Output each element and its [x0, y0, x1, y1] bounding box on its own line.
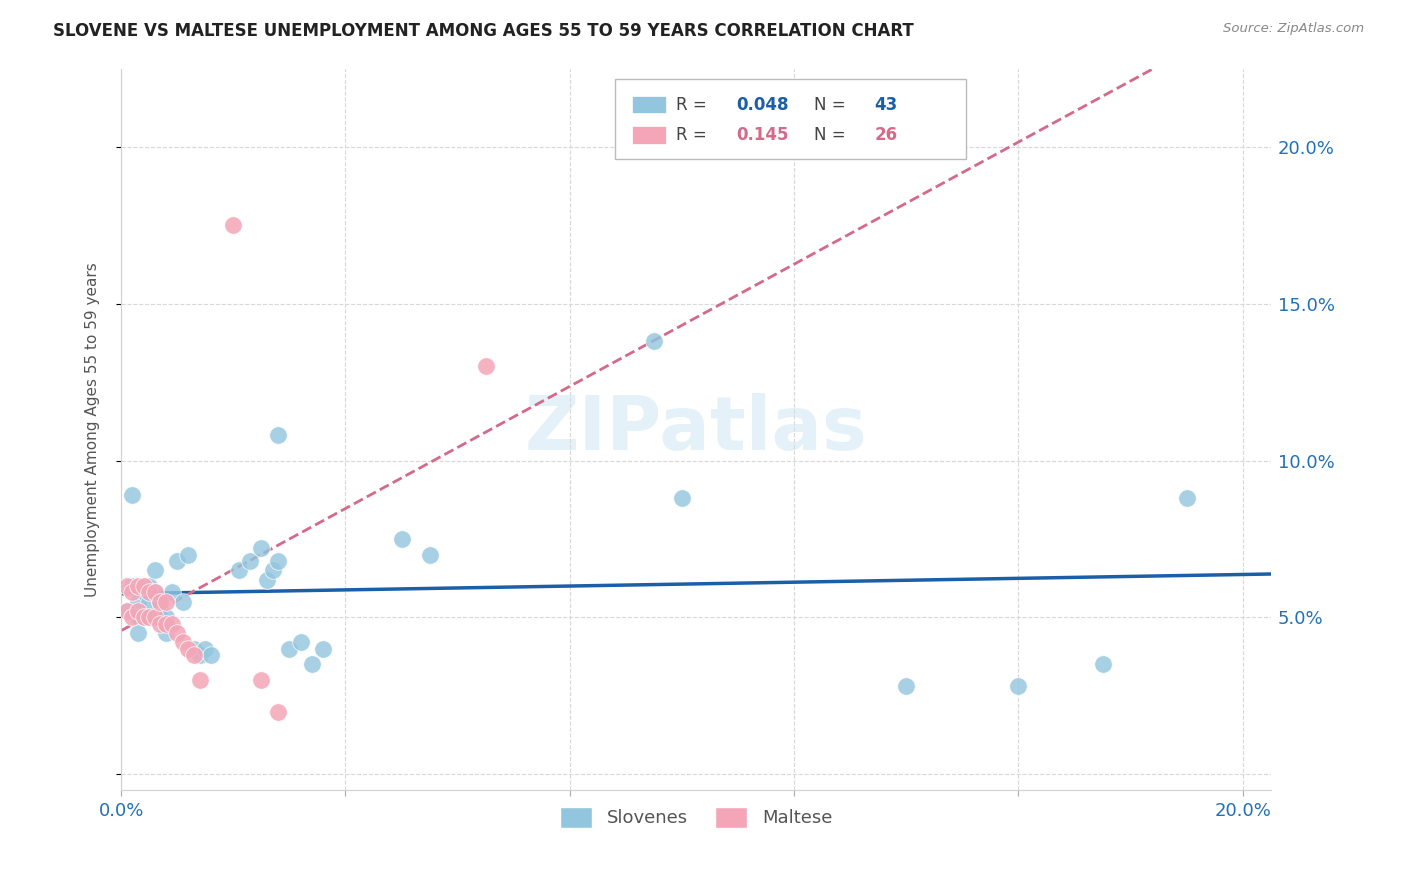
Point [256, 573, 278, 587]
Point [138, 579, 160, 593]
Point [127, 610, 149, 624]
Point [127, 579, 149, 593]
Point [166, 554, 188, 568]
Point [1175, 491, 1198, 506]
Point [115, 579, 138, 593]
Point [419, 548, 441, 562]
Text: R =: R = [676, 126, 707, 144]
Point [228, 563, 250, 577]
Point [267, 428, 290, 442]
Point [177, 548, 200, 562]
Point [127, 604, 149, 618]
Point [149, 595, 172, 609]
Text: Source: ZipAtlas.com: Source: ZipAtlas.com [1223, 22, 1364, 36]
Point [121, 585, 143, 599]
FancyBboxPatch shape [616, 79, 966, 159]
Point [262, 563, 284, 577]
Point [222, 219, 245, 233]
Text: N =: N = [814, 126, 846, 144]
Text: 43: 43 [875, 95, 897, 113]
Point [474, 359, 496, 374]
Point [115, 604, 138, 618]
Point [239, 554, 262, 568]
Point [278, 641, 301, 656]
Point [143, 563, 166, 577]
Point [132, 585, 155, 599]
Point [155, 616, 177, 631]
Point [138, 585, 160, 599]
FancyBboxPatch shape [631, 127, 666, 144]
Point [138, 595, 160, 609]
Text: SLOVENE VS MALTESE UNEMPLOYMENT AMONG AGES 55 TO 59 YEARS CORRELATION CHART: SLOVENE VS MALTESE UNEMPLOYMENT AMONG AG… [53, 22, 914, 40]
Point [166, 626, 188, 640]
Point [121, 488, 143, 502]
Point [250, 673, 273, 687]
Point [155, 626, 177, 640]
Point [172, 595, 194, 609]
Point [115, 604, 138, 618]
Point [312, 641, 335, 656]
Point [155, 595, 177, 609]
Point [132, 579, 155, 593]
Point [143, 585, 166, 599]
Point [188, 648, 211, 662]
Point [143, 610, 166, 624]
Point [250, 541, 273, 556]
Point [132, 610, 155, 624]
Point [160, 585, 183, 599]
Text: R =: R = [676, 95, 707, 113]
Point [177, 641, 200, 656]
Point [896, 680, 918, 694]
Point [183, 641, 205, 656]
Point [160, 616, 183, 631]
Point [267, 705, 290, 719]
Point [121, 610, 143, 624]
Point [149, 595, 172, 609]
Point [643, 334, 665, 349]
Point [155, 610, 177, 624]
Point [194, 641, 217, 656]
Point [172, 635, 194, 649]
Text: ZIPatlas: ZIPatlas [524, 392, 868, 466]
Point [127, 626, 149, 640]
Point [121, 579, 143, 593]
Point [200, 648, 222, 662]
Point [391, 532, 413, 546]
Point [290, 635, 312, 649]
Point [127, 595, 149, 609]
Point [188, 673, 211, 687]
Point [1007, 680, 1029, 694]
Point [143, 585, 166, 599]
Point [132, 610, 155, 624]
Text: 26: 26 [875, 126, 897, 144]
Point [149, 610, 172, 624]
Point [149, 616, 172, 631]
Y-axis label: Unemployment Among Ages 55 to 59 years: Unemployment Among Ages 55 to 59 years [86, 262, 100, 597]
Point [183, 648, 205, 662]
Point [267, 554, 290, 568]
Legend: Slovenes, Maltese: Slovenes, Maltese [553, 800, 839, 835]
Text: N =: N = [814, 95, 846, 113]
Point [671, 491, 693, 506]
Text: 0.145: 0.145 [737, 126, 789, 144]
Point [301, 657, 323, 672]
Point [138, 610, 160, 624]
Point [1091, 657, 1114, 672]
Text: 0.048: 0.048 [737, 95, 789, 113]
FancyBboxPatch shape [631, 96, 666, 113]
